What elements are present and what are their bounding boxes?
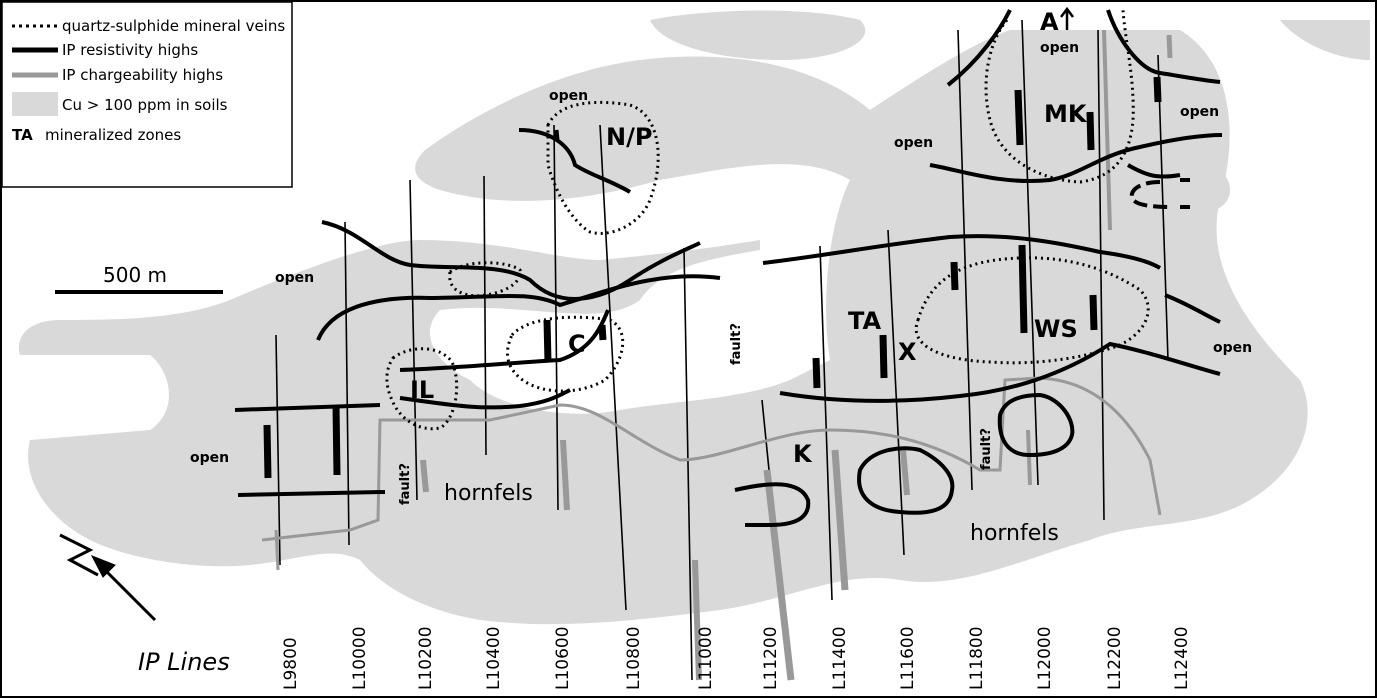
ip-line-label: L11000 (696, 626, 716, 690)
ip-line-label: L10800 (624, 626, 644, 690)
north-arrow-icon (59, 533, 157, 622)
zone-label-x: X (898, 338, 917, 366)
open-label: open (549, 88, 588, 104)
fault-label: fault? (398, 463, 413, 505)
zone-label-a: A (1040, 8, 1059, 36)
fault-label: fault? (729, 323, 744, 365)
legend-zones-label: mineralized zones (45, 126, 181, 144)
zone-label-mk: MK (1044, 100, 1088, 128)
zone-label-il: IL (410, 376, 434, 404)
hornfels-label: hornfels (444, 481, 533, 506)
ip-line-label: L10600 (553, 626, 573, 690)
zone-label-k: K (793, 440, 813, 468)
ip-line-label: L9800 (281, 637, 301, 690)
ip-line-labels: L9800 L10000 L10200 L10400 L10600 L10800… (281, 626, 1192, 690)
scale-bar-label: 500 m (103, 263, 167, 287)
ip-line-label: L11400 (830, 626, 850, 690)
ip-chargeability-highs (261, 29, 1173, 681)
legend-soils-label: Cu > 100 ppm in soils (62, 96, 228, 114)
fault-label: fault? (979, 428, 994, 470)
open-label: open (1040, 40, 1079, 56)
ip-line-label: L12000 (1035, 626, 1055, 690)
ip-line-label: L10200 (416, 626, 436, 690)
zone-label-ws: WS (1034, 315, 1078, 343)
arrow-up-icon (1060, 6, 1074, 30)
ip-line-label: L11200 (761, 626, 781, 690)
ip-lines-title: IP Lines (138, 648, 230, 676)
open-label: open (1180, 104, 1219, 120)
legend-veins-label: quartz-sulphide mineral veins (62, 17, 285, 35)
legend-resistivity-label: IP resistivity highs (62, 41, 198, 59)
ip-line-label: L10000 (350, 626, 370, 690)
legend-soils-swatch (12, 92, 58, 116)
quartz-sulphide-veins (385, 9, 1150, 431)
legend-chargeability-label: IP chargeability highs (62, 66, 223, 84)
ip-line-label: L11800 (967, 626, 987, 690)
ip-line-label: L12400 (1172, 626, 1192, 690)
open-label: open (275, 270, 314, 286)
open-label: open (190, 450, 229, 466)
open-label: open (1213, 340, 1252, 356)
legend: quartz-sulphide mineral veins IP resisti… (1, 1, 293, 188)
ip-line-label: L11600 (898, 626, 918, 690)
zone-label-np: N/P (606, 123, 652, 151)
ip-line-label: L12200 (1105, 626, 1125, 690)
zone-label-ta: TA (848, 307, 882, 335)
hornfels-label: hornfels (970, 521, 1059, 546)
ip-resistivity-highs (234, 9, 1223, 527)
zone-i-outline (1129, 180, 1173, 209)
open-label: open (894, 135, 933, 151)
ip-line-label: L10400 (484, 626, 504, 690)
zone-label-c: C (568, 330, 586, 358)
legend-zones-abbr: TA (12, 126, 33, 144)
